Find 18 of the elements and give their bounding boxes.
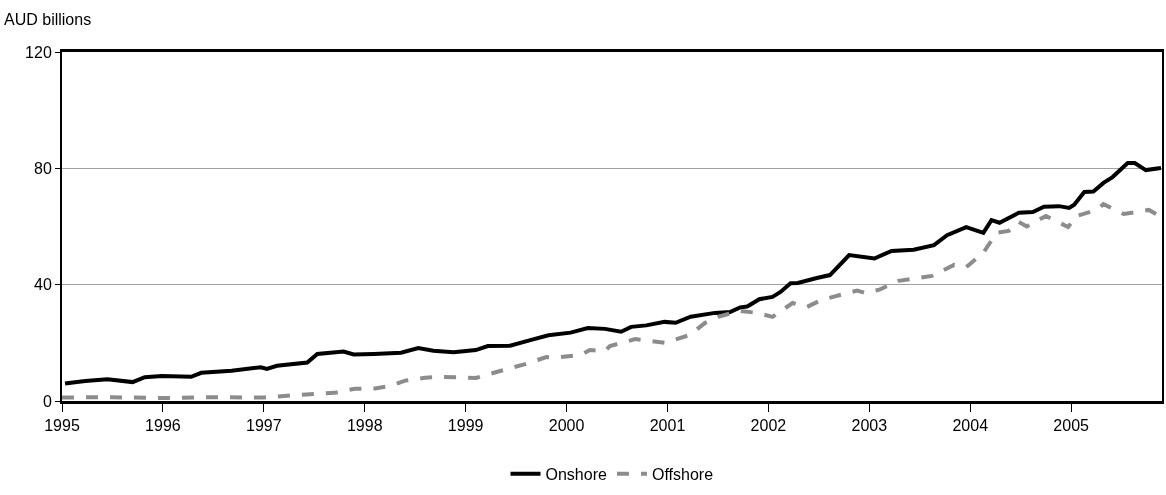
- x-tick-label: 2001: [649, 417, 686, 435]
- y-tick-label: 120: [25, 43, 52, 61]
- x-tick-label: 2000: [548, 417, 585, 435]
- x-tick-label: 1997: [246, 417, 282, 435]
- legend-label: Onshore: [545, 465, 607, 483]
- x-tick-label: 2005: [1053, 417, 1090, 435]
- y-tick-label: 40: [34, 276, 52, 294]
- x-tick-label: 1995: [44, 417, 80, 435]
- y-tick-label: 0: [42, 392, 52, 410]
- x-tick-label: 1999: [447, 417, 484, 435]
- x-tick-label: 2004: [952, 417, 989, 435]
- x-tick-label: 1996: [145, 417, 181, 435]
- legend-label: Offshore: [651, 465, 714, 483]
- x-tick-label: 2002: [750, 417, 787, 435]
- y-tick-label: 80: [34, 159, 52, 177]
- x-tick-label: 1998: [346, 417, 383, 435]
- y-axis-title: AUD billions: [4, 11, 92, 28]
- x-tick-label: 2003: [851, 417, 888, 435]
